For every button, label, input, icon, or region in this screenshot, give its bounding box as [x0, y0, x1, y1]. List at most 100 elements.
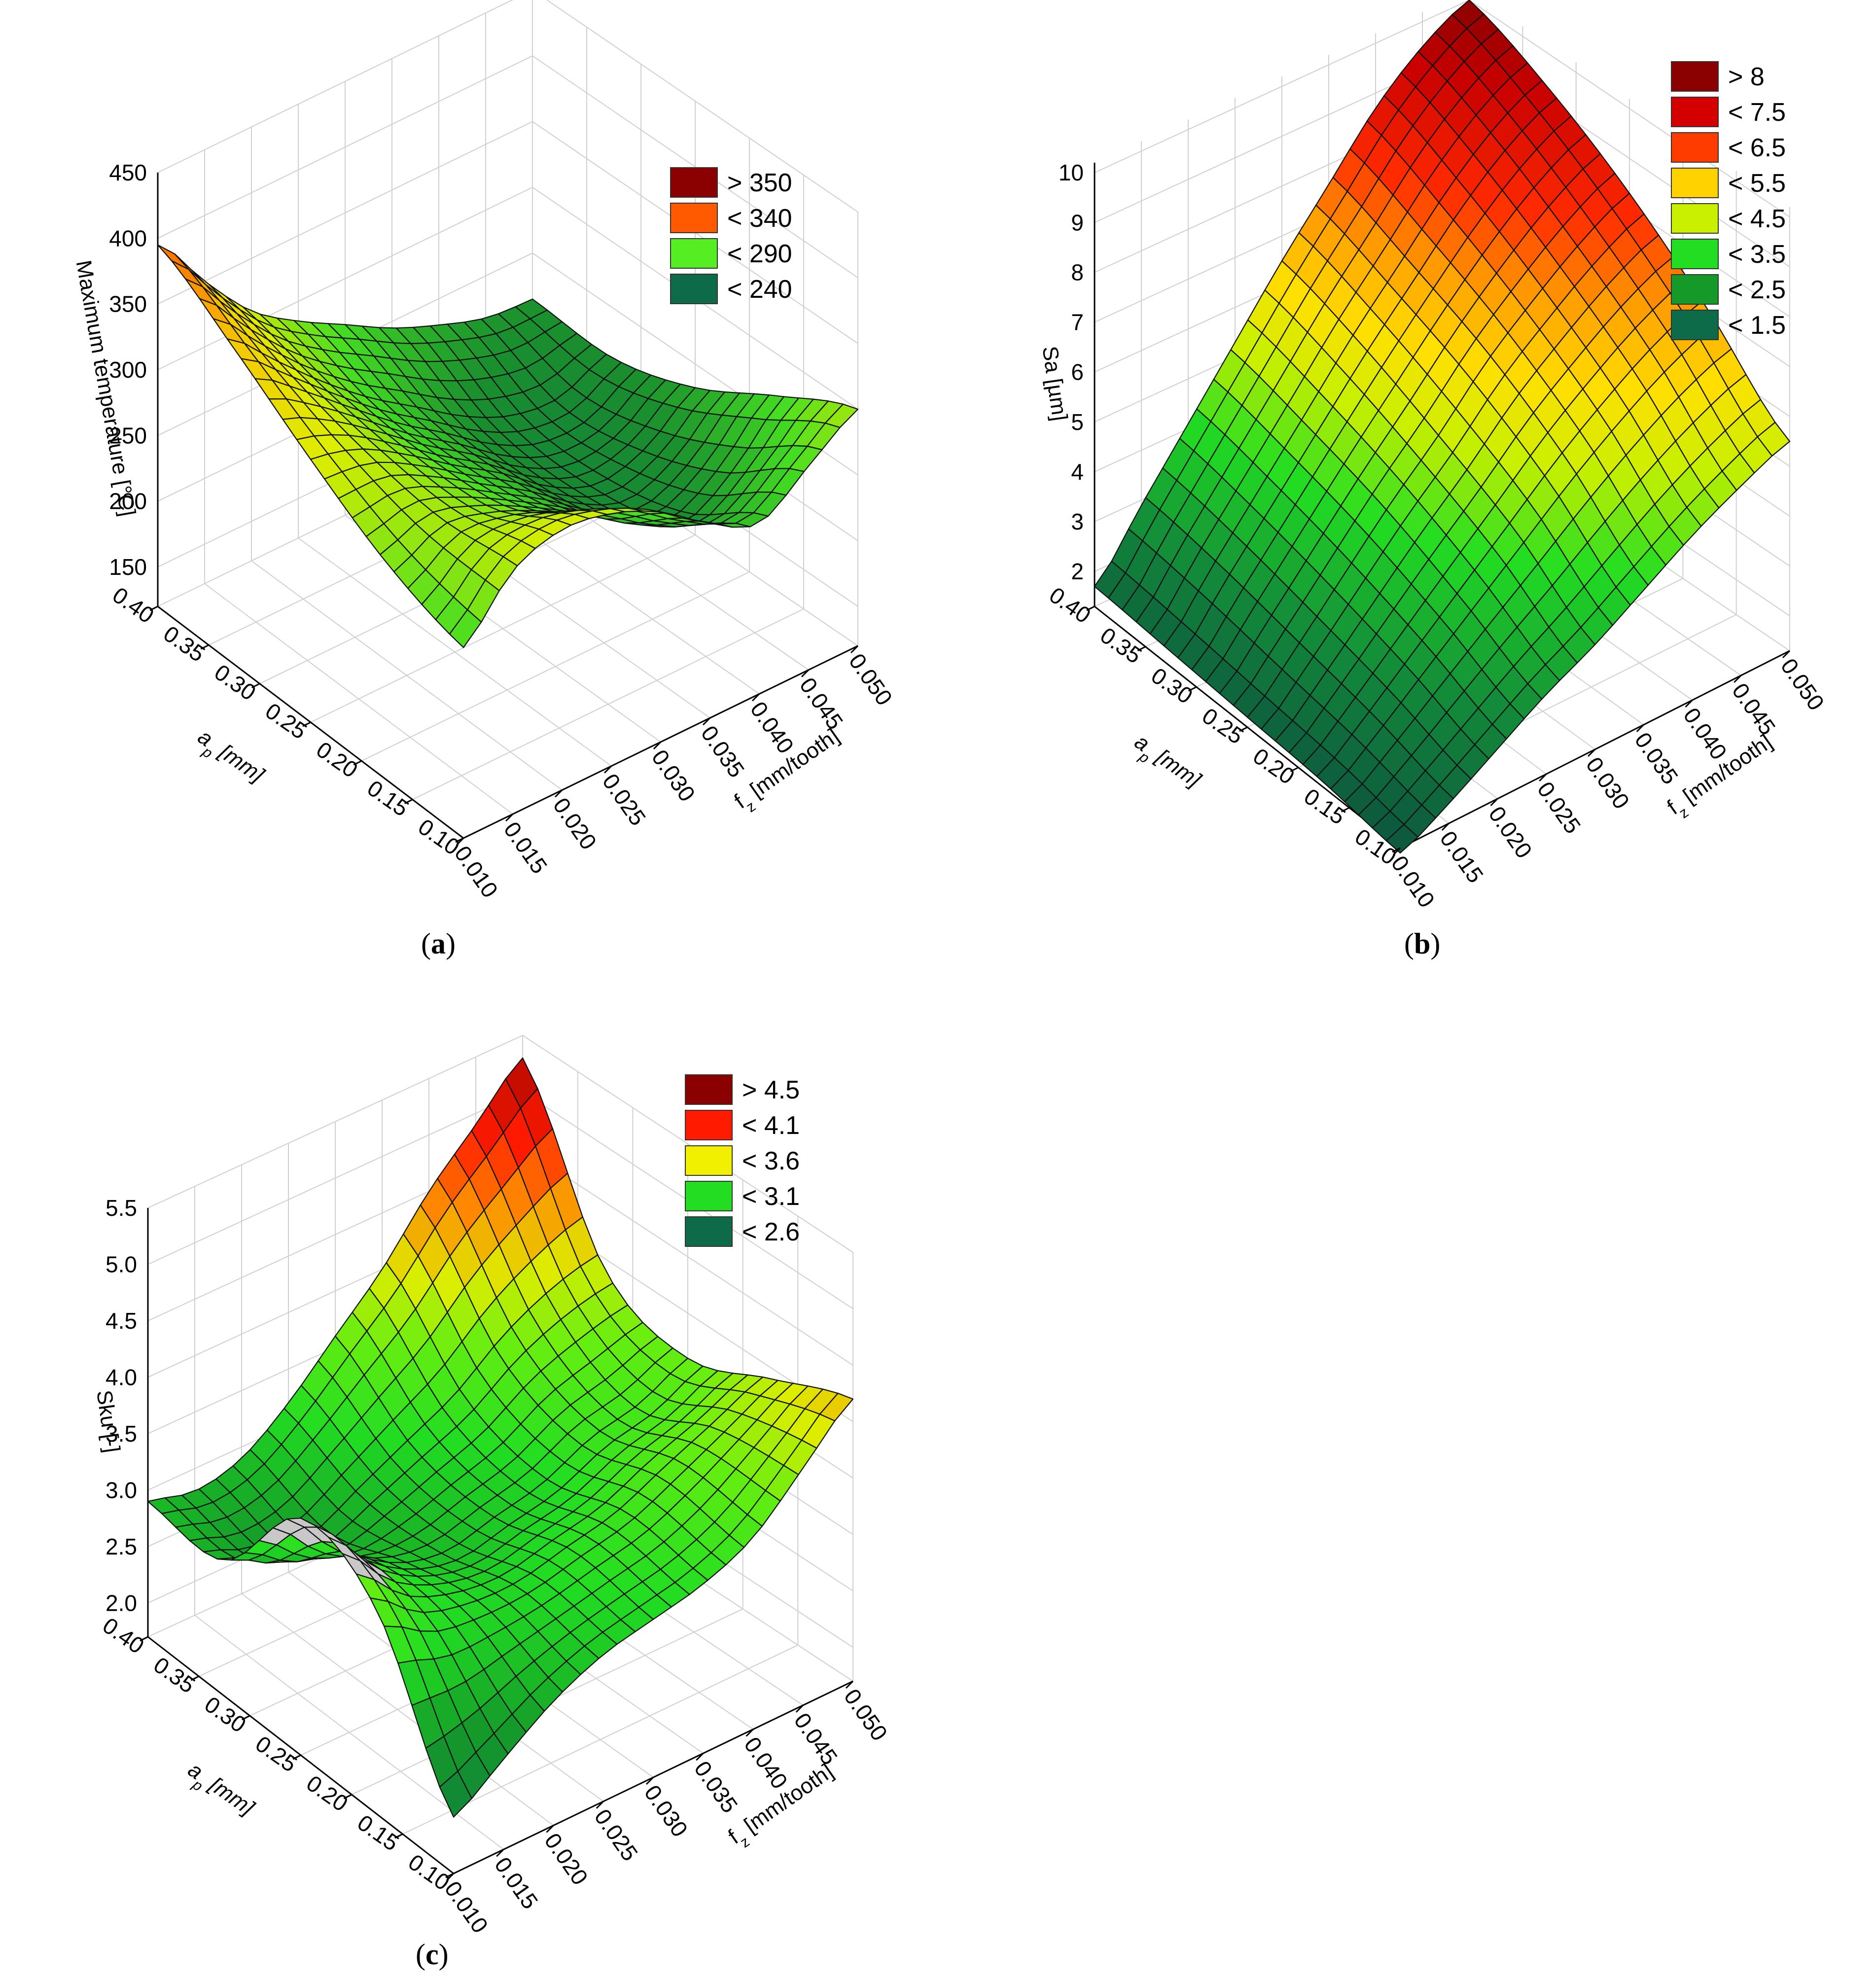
floor-gridline	[412, 608, 804, 800]
surface-cell	[449, 609, 482, 648]
y-tick-mark	[1086, 605, 1095, 611]
legend-label: < 4.5	[1728, 205, 1786, 233]
x-tick-mark	[546, 1825, 554, 1833]
y-tick-mark	[1188, 686, 1197, 692]
x-tick-mark	[554, 789, 563, 798]
surface-cell	[1385, 824, 1419, 854]
y-tick-mark	[200, 644, 210, 650]
y-tick-mark	[292, 1754, 301, 1760]
x-tick-label: 0.040	[739, 1732, 793, 1793]
x-tick-label: 0.015	[499, 817, 553, 878]
y-tick-label: 0.25	[251, 1731, 302, 1777]
x-tick-mark	[1539, 773, 1547, 782]
surface-cell	[439, 1770, 472, 1818]
y-tick-label: 0.40	[108, 582, 159, 628]
y-tick-label: 0.25	[261, 698, 312, 744]
x-tick-label: 0.040	[745, 697, 799, 758]
legend: > 8 < 7.5 < 6.5 < 5.5 < 4.5 < 3.5 < 2.5 < 1.5	[1671, 61, 1786, 340]
x-tick-label: 0.010	[450, 841, 503, 902]
z-tick-label: 5.5	[106, 1195, 137, 1221]
legend-label: < 6.5	[1728, 134, 1786, 162]
y-axis-title-unit: [mm]	[210, 736, 269, 787]
y-tick-mark	[140, 1636, 148, 1642]
y-tick-mark	[1341, 807, 1350, 813]
y-tick-label: 0.20	[302, 1770, 353, 1816]
y-tick-mark	[149, 605, 158, 611]
legend-swatch	[685, 1145, 733, 1176]
z-axis-title: Sa [µm]	[1037, 345, 1072, 423]
z-tick-label: 2.5	[106, 1534, 137, 1559]
y-tick-mark	[353, 760, 362, 766]
y-axis-title-unit: [mm]	[1147, 741, 1206, 792]
legend-swatch	[1671, 310, 1719, 340]
legend-swatch	[1671, 61, 1719, 92]
y-tick-mark	[394, 1833, 403, 1839]
z-tick-label: 300	[109, 357, 147, 383]
x-tick-label: 0.020	[539, 1828, 593, 1889]
x-tick-label: 0.015	[1435, 826, 1489, 887]
x-tick-mark	[696, 1753, 704, 1761]
x-tick-mark	[1587, 748, 1596, 757]
x-tick-label: 0.030	[1581, 752, 1635, 813]
legend-label: < 240	[727, 275, 792, 304]
x-tick-label: 0.040	[1678, 703, 1732, 764]
z-tick-label: 350	[109, 291, 147, 317]
y-tick-mark	[1392, 847, 1401, 853]
z-gridline	[157, 186, 858, 410]
x-tick-label: 0.035	[696, 721, 750, 782]
legend-swatch	[1671, 168, 1719, 198]
y-tick-mark	[1137, 646, 1146, 652]
x-tick-mark	[1490, 798, 1498, 807]
legend-label: < 7.5	[1728, 98, 1786, 127]
z-tick-label: 200	[109, 489, 147, 514]
y-tick-mark	[1290, 767, 1299, 773]
x-tick-mark	[801, 669, 810, 677]
z-tick-label: 3	[1071, 509, 1084, 534]
x-tick-mark	[505, 813, 514, 822]
x-tick-mark	[795, 1704, 804, 1713]
surface-chart-a: 150 200 250 300 350 400 450 0.0100.0150.0200.02…	[71, 0, 898, 902]
y-tick-label: 0.30	[200, 1691, 251, 1737]
x-tick-mark	[653, 741, 662, 750]
x-tick-label: 0.035	[689, 1756, 743, 1817]
x-tick-label: 0.015	[490, 1852, 543, 1913]
x-tick-mark	[603, 765, 612, 774]
chart-panel-a: 150 200 250 300 350 400 450 0.010 0.015 0.020 0.02…	[0, 0, 937, 966]
y-tick-mark	[404, 799, 413, 805]
y-tick-mark	[190, 1675, 200, 1681]
z-tick-label: 6	[1071, 359, 1084, 385]
z-gridline	[157, 0, 858, 212]
legend-swatch	[1671, 203, 1719, 234]
x-tick-mark	[596, 1801, 604, 1809]
z-tick-label: 3.5	[106, 1421, 137, 1447]
legend-swatch	[685, 1216, 733, 1247]
y-tick-label: 0.15	[363, 775, 414, 821]
x-tick-label: 0.030	[647, 745, 701, 806]
x-tick-mark	[751, 693, 760, 702]
y-tick-label: 0.35	[159, 621, 210, 667]
y-tick-label: 0.40	[98, 1612, 149, 1659]
z-tick-label: 2.0	[106, 1590, 137, 1616]
legend-swatch	[670, 167, 718, 198]
x-tick-mark	[850, 645, 859, 654]
y-tick-mark	[1239, 726, 1248, 732]
z-tick-label: 150	[109, 554, 147, 580]
x-tick-label: 0.025	[598, 769, 651, 830]
legend: > 4.5 < 4.1 < 3.6 < 3.1 < 2.6	[685, 1074, 800, 1247]
x-tick-label: 0.050	[1776, 654, 1830, 715]
z-tick-label: 3.0	[106, 1477, 137, 1503]
floor-gridline	[310, 534, 696, 723]
y-axis-title: ap [mm]	[190, 725, 269, 793]
y-tick-mark	[343, 1794, 353, 1800]
z-tick-label: 5.0	[106, 1251, 137, 1277]
y-tick-label: 0.30	[1147, 663, 1198, 709]
y-tick-label: 0.20	[312, 737, 362, 783]
legend-label: < 290	[727, 240, 792, 268]
x-tick-mark	[845, 1680, 854, 1689]
x-tick-label: 0.050	[844, 649, 898, 710]
legend-swatch	[670, 274, 718, 304]
legend: > 350 < 340 < 290 < 240	[670, 167, 792, 304]
x-tick-label: 0.050	[839, 1684, 893, 1745]
surface-mesh	[147, 1057, 854, 1818]
x-tick-label: 0.010	[440, 1876, 494, 1938]
